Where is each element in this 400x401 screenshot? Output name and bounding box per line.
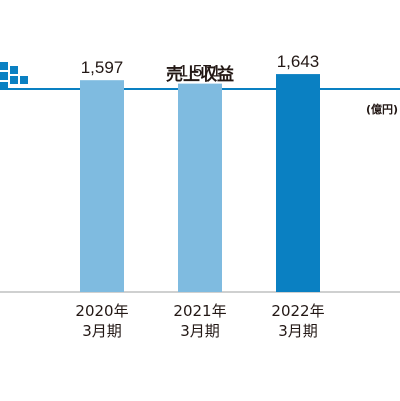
x-tick-label-2-line-0: 2022年	[271, 302, 324, 320]
value-label-2: 1,643	[277, 52, 320, 71]
decoration-square-2	[10, 66, 18, 74]
x-tick-label-0-line-1: 3月期	[82, 322, 122, 340]
x-tick-label-2-line-1: 3月期	[278, 322, 318, 340]
decoration-square-5	[10, 76, 18, 84]
decoration-square-6	[0, 82, 8, 90]
value-label-0: 1,597	[81, 58, 124, 77]
corner-decoration-icon	[0, 62, 28, 90]
bars-layer	[80, 74, 320, 292]
x-tick-label-1-line-1: 3月期	[180, 322, 220, 340]
decoration-square-1	[0, 62, 8, 70]
bar-0	[80, 80, 124, 292]
unit-label: (億円)	[366, 102, 398, 116]
value-labels-layer: 1,597 1,571 1,643	[81, 52, 320, 81]
bar-1	[178, 83, 222, 292]
x-tick-label-0-line-0: 2020年	[75, 302, 128, 320]
bar-2	[276, 74, 320, 292]
decoration-square-4	[20, 76, 28, 84]
x-tick-labels-layer: 2020年 3月期 2021年 3月期 2022年 3月期	[75, 302, 324, 340]
x-tick-label-1-line-0: 2021年	[173, 302, 226, 320]
value-label-1: 1,571	[179, 62, 222, 81]
chart-title: 売上収益	[166, 64, 234, 85]
decoration-square-3	[0, 72, 8, 80]
